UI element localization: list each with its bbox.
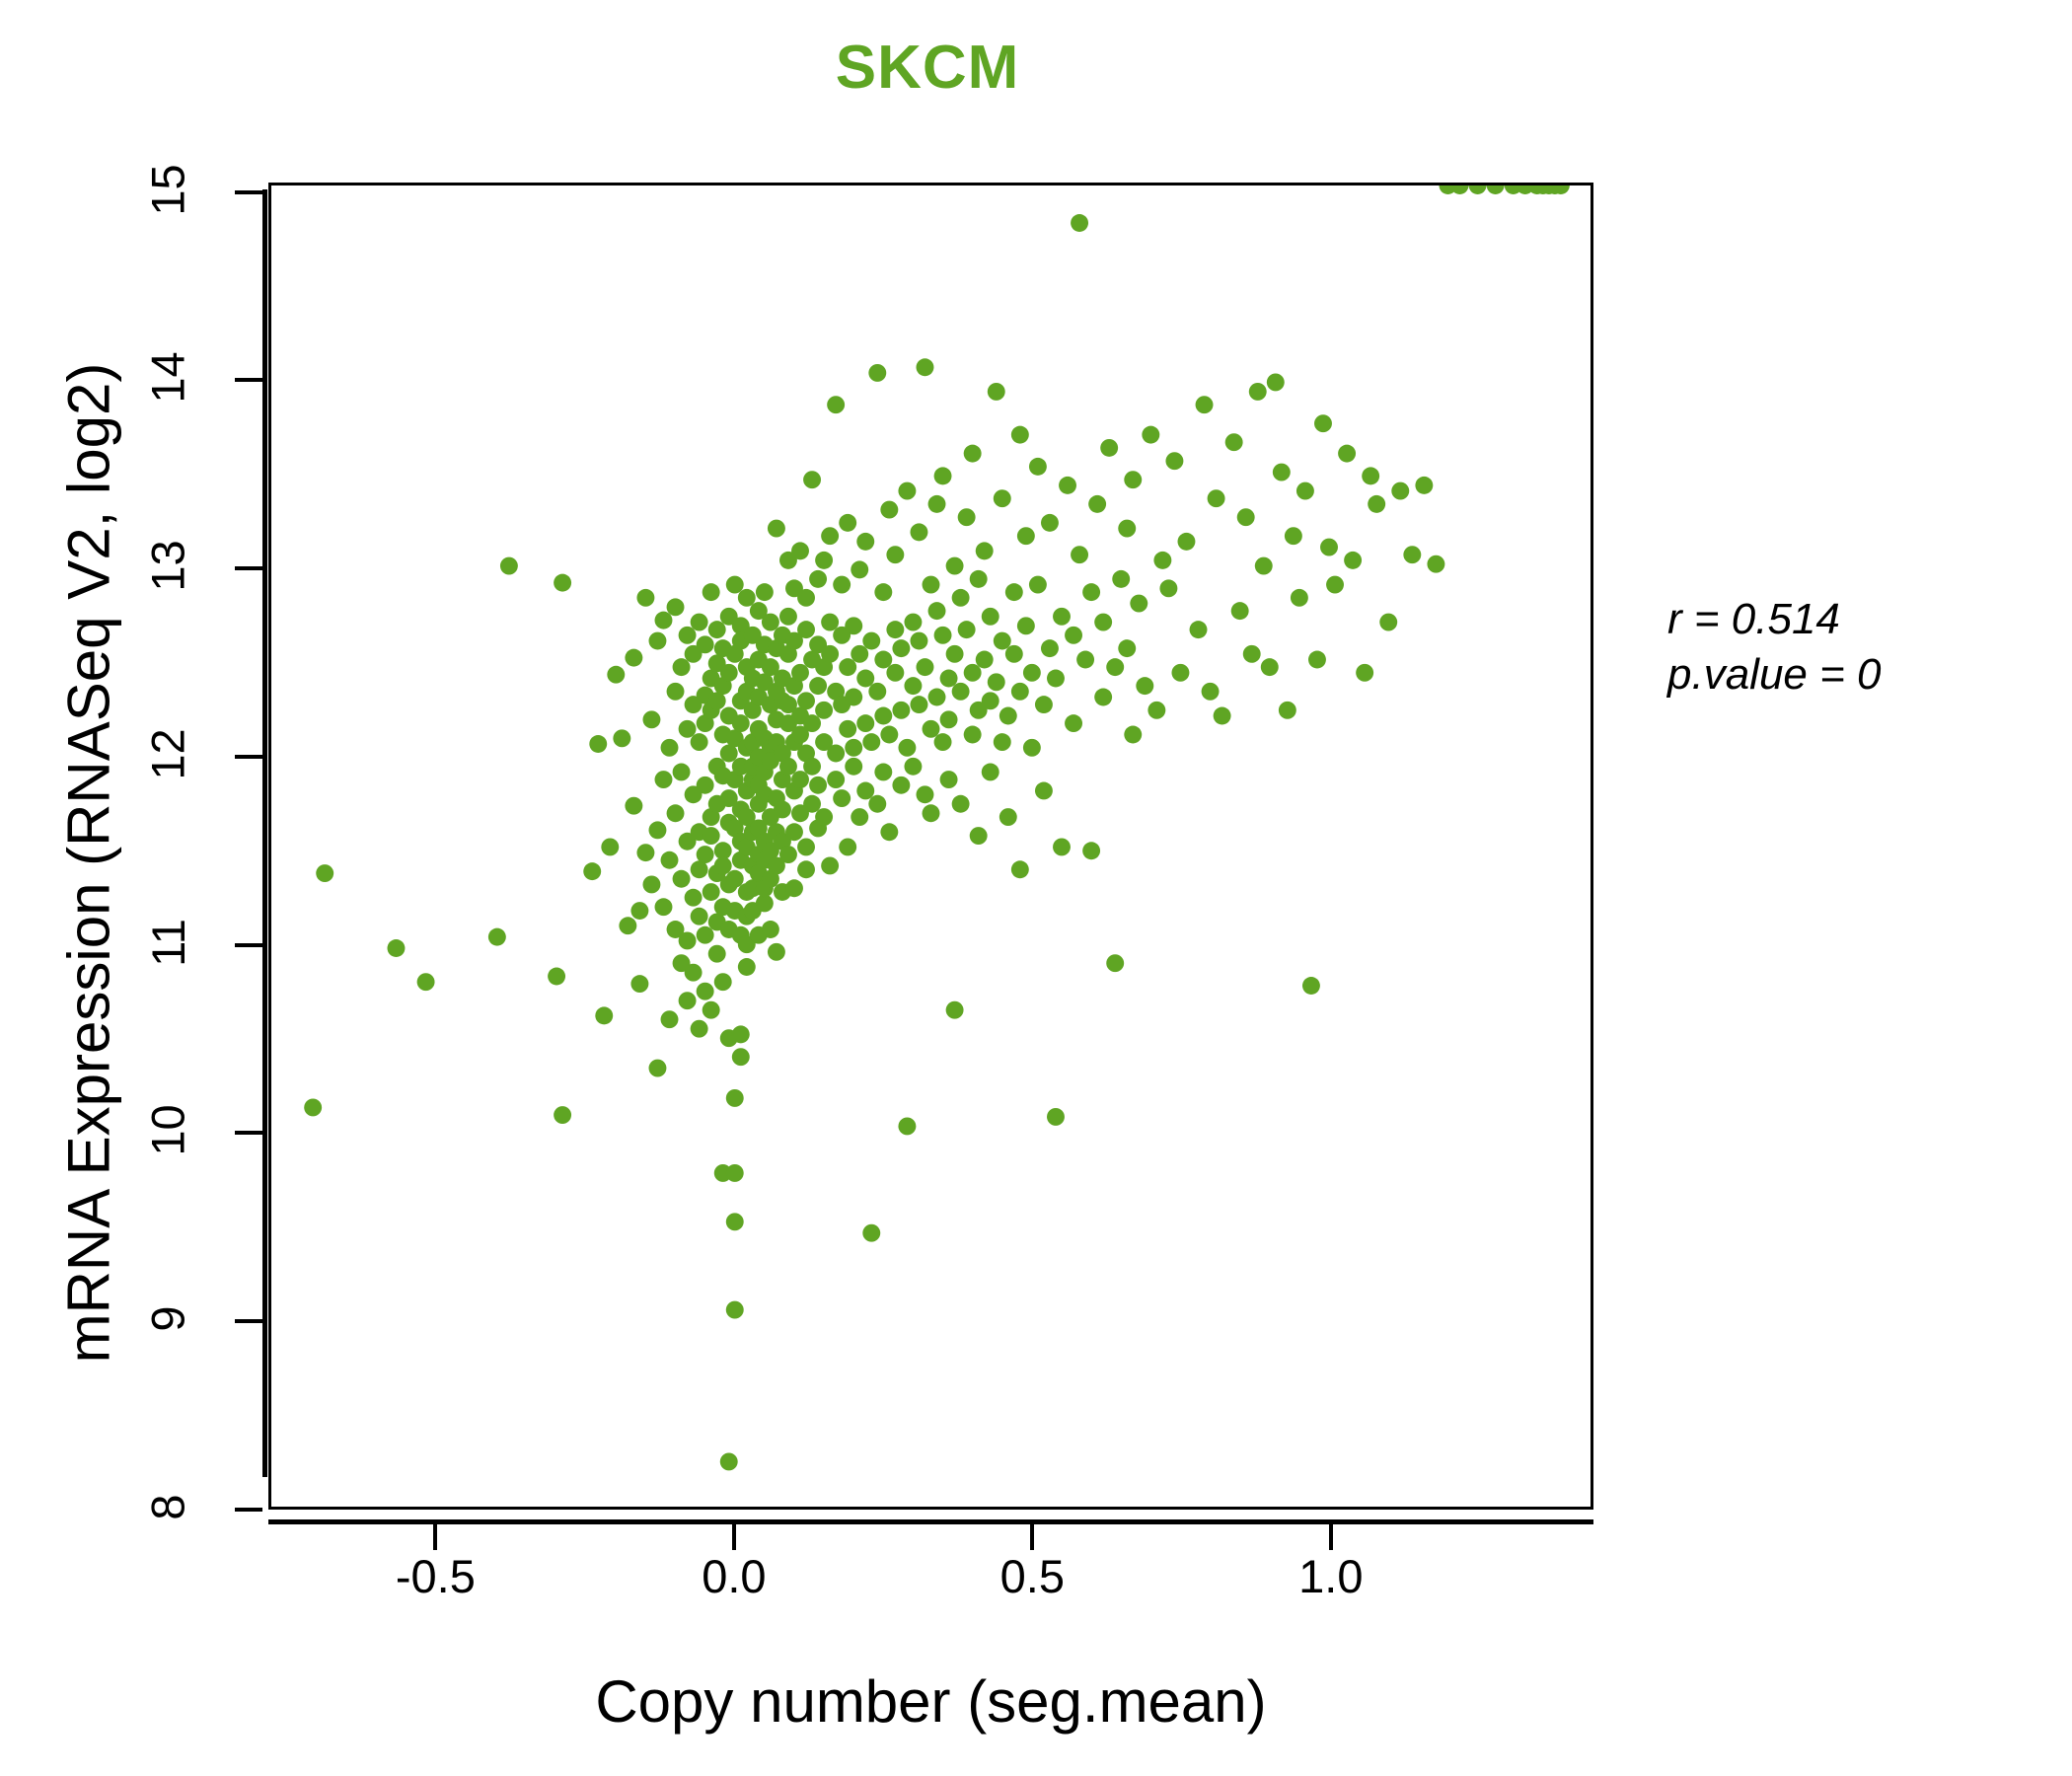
x-tick-label: -0.5 [395,1550,476,1602]
x-tick-label: 0.0 [702,1550,767,1602]
correlation-text: r = 0.514 [1667,595,1840,643]
stats-annotation: r = 0.514 p.value = 0 [1667,592,1882,703]
y-tick-label: 13 [141,540,194,592]
y-tick-mark [235,378,262,383]
x-tick-mark [731,1522,736,1550]
y-tick-mark [235,1508,262,1512]
x-axis-title: Copy number (seg.mean) [595,1668,1267,1735]
x-tick-mark [1328,1522,1333,1550]
scatter-points-layer [304,185,1570,1471]
y-tick-mark [235,189,262,194]
y-tick-mark [235,566,262,571]
x-tick-label: 0.5 [999,1550,1065,1602]
pvalue-text: p.value = 0 [1667,650,1882,700]
y-tick-label: 9 [141,1305,194,1332]
y-tick-mark [235,754,262,759]
y-tick-label: 10 [141,1104,194,1157]
y-tick-label: 14 [141,351,194,404]
x-tick-mark [433,1522,438,1550]
y-axis-title: mRNA Expression (RNASeq V2, log2) [55,362,122,1364]
y-axis-line [262,189,267,1477]
x-axis-line [268,1519,1593,1524]
y-tick-mark [235,1131,262,1136]
chart-title: SKCM [835,34,1020,102]
y-tick-label: 12 [141,728,194,780]
y-tick-label: 8 [141,1494,194,1520]
y-tick-label: 11 [141,918,194,967]
y-tick-mark [235,942,262,947]
y-tick-label: 15 [141,163,194,216]
y-tick-mark [235,1319,262,1324]
plot-area [268,183,1593,1510]
x-tick-mark [1030,1522,1035,1550]
x-tick-label: 1.0 [1298,1550,1364,1602]
